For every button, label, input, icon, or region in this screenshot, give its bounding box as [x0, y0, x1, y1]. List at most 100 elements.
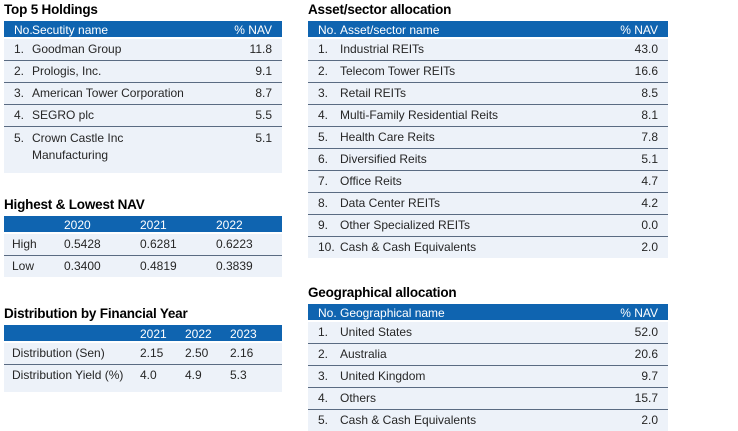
cell-no: 1. [318, 42, 329, 56]
table-row: 4. Others 15.7 [308, 387, 668, 409]
cell-nav: 43.0 [634, 42, 658, 56]
cell-value: 4.0 [140, 368, 157, 382]
column-header-nav: % NAV [234, 23, 272, 37]
table-row: 3. United Kingdom 9.7 [308, 365, 668, 387]
cell-name: Diversified Reits [340, 152, 427, 166]
table-row: 5. Crown Castle Inc Manufacturing 5.1 [4, 126, 282, 173]
cell-name: Cash & Cash Equivalents [340, 240, 477, 254]
cell-no: 5. [318, 413, 329, 427]
column-header-year: 2022 [185, 327, 212, 341]
cell-value: 2.16 [230, 346, 254, 360]
table-row: 6. Diversified Reits 5.1 [308, 148, 668, 170]
cell-name: Industrial REITs [340, 42, 425, 56]
column-header-blank [4, 216, 64, 232]
cell-no: 3. [14, 86, 25, 100]
column-header-no: No. [14, 23, 33, 37]
cell-no: 5. [318, 130, 329, 144]
cell-name: Goodman Group [32, 42, 122, 56]
cell-no: 4. [14, 108, 25, 122]
table-row: High 0.5428 0.6281 0.6223 [4, 234, 282, 255]
cell-nav: 9.7 [641, 369, 658, 383]
section-title-asset-allocation: Asset/sector allocation [308, 2, 452, 17]
section-title-top-holdings: Top 5 Holdings [4, 2, 98, 17]
cell-nav: 4.2 [641, 196, 658, 210]
cell-no: 6. [318, 152, 329, 166]
cell-value: 2.15 [140, 346, 164, 360]
table-row: 2. Telecom Tower REITs 16.6 [308, 60, 668, 82]
table-header-row: No. Secutity name % NAV [4, 21, 282, 39]
cell-name: Data Center REITs [340, 196, 441, 210]
asset-allocation-table: No. Asset/sector name % NAV 1. Industria… [308, 21, 668, 258]
column-header-name: Geographical name [340, 306, 445, 320]
cell-no: 5. [14, 131, 25, 145]
cell-no: 3. [318, 86, 329, 100]
section-title-distribution: Distribution by Financial Year [4, 306, 188, 321]
table-row: 7. Office Reits 4.7 [308, 170, 668, 192]
section-title-geo-allocation: Geographical allocation [308, 285, 457, 300]
right-column: Asset/sector allocation No. Asset/sector… [308, 0, 668, 431]
cell-no: 9. [318, 218, 329, 232]
table-row: 8. Data Center REITs 4.2 [308, 192, 668, 214]
table-row: Distribution Yield (%) 4.0 4.9 5.3 [4, 364, 282, 392]
column-header-year: 2022 [216, 218, 243, 232]
cell-no: 1. [14, 42, 25, 56]
nav-high-low-table: 2020 2021 2022 High 0.5428 0.6281 0.6223… [4, 216, 282, 277]
table-row: 5. Health Care Reits 7.8 [308, 126, 668, 148]
table-row: Low 0.3400 0.4819 0.3839 [4, 255, 282, 277]
table-row: 1. Industrial REITs 43.0 [308, 39, 668, 60]
cell-name: SEGRO plc [32, 108, 95, 122]
cell-row-label: High [12, 237, 37, 251]
cell-no: 4. [318, 108, 329, 122]
cell-nav: 16.6 [634, 64, 658, 78]
cell-no: 10. [318, 240, 335, 254]
cell-nav: 8.7 [255, 86, 272, 100]
column-header-no: No. [318, 23, 337, 37]
cell-no: 2. [14, 64, 25, 78]
cell-nav: 2.0 [641, 240, 658, 254]
cell-nav: 5.5 [255, 108, 272, 122]
column-header-no: No. [318, 306, 337, 320]
column-header-nav: % NAV [620, 23, 658, 37]
table-row: 1. Goodman Group 11.8 [4, 39, 282, 60]
cell-no: 2. [318, 64, 329, 78]
cell-no: 8. [318, 196, 329, 210]
column-header-name: Asset/sector name [340, 23, 440, 37]
cell-nav: 11.8 [249, 42, 272, 56]
cell-no: 1. [318, 325, 329, 339]
cell-name: Other Specialized REITs [340, 218, 471, 232]
table-row: 9. Other Specialized REITs 0.0 [308, 214, 668, 236]
cell-name: United Kingdom [340, 369, 426, 383]
cell-nav: 9.1 [255, 64, 272, 78]
column-header-year: 2021 [140, 327, 167, 341]
cell-name: Office Reits [340, 174, 402, 188]
cell-value: 0.4819 [140, 259, 177, 273]
cell-row-label: Low [12, 259, 35, 273]
cell-value: 5.3 [230, 368, 247, 382]
cell-nav: 4.7 [641, 174, 658, 188]
cell-nav: 5.1 [641, 152, 658, 166]
cell-name: Multi-Family Residential Reits [340, 108, 499, 122]
geo-allocation-table: No. Geographical name % NAV 1. United St… [308, 304, 668, 431]
column-header-blank [4, 325, 140, 341]
cell-nav: 20.6 [634, 347, 658, 361]
cell-nav: 52.0 [634, 325, 658, 339]
cell-name: Telecom Tower REITs [340, 64, 456, 78]
column-header-year: 2023 [230, 327, 257, 341]
column-header-year: 2020 [64, 218, 91, 232]
column-header-year: 2021 [140, 218, 167, 232]
top-holdings-table: No. Secutity name % NAV 1. Goodman Group… [4, 21, 282, 173]
table-header-row: 2020 2021 2022 [4, 216, 282, 234]
cell-nav: 5.1 [255, 131, 272, 145]
distribution-table: 2021 2022 2023 Distribution (Sen) 2.15 2… [4, 325, 282, 392]
section-title-nav-high-low: Highest & Lowest NAV [4, 197, 145, 212]
cell-nav: 8.1 [641, 108, 658, 122]
cell-name: American Tower Corporation [32, 86, 184, 100]
cell-row-label: Distribution Yield (%) [12, 368, 124, 382]
cell-value: 0.3400 [64, 259, 101, 273]
table-row: 10. Cash & Cash Equivalents 2.0 [308, 236, 668, 258]
cell-value: 4.9 [185, 368, 202, 382]
table-header-row: 2021 2022 2023 [4, 325, 282, 343]
cell-nav: 7.8 [641, 130, 658, 144]
cell-name: Crown Castle Inc Manufacturing [32, 131, 124, 162]
cell-name: Others [340, 391, 377, 405]
